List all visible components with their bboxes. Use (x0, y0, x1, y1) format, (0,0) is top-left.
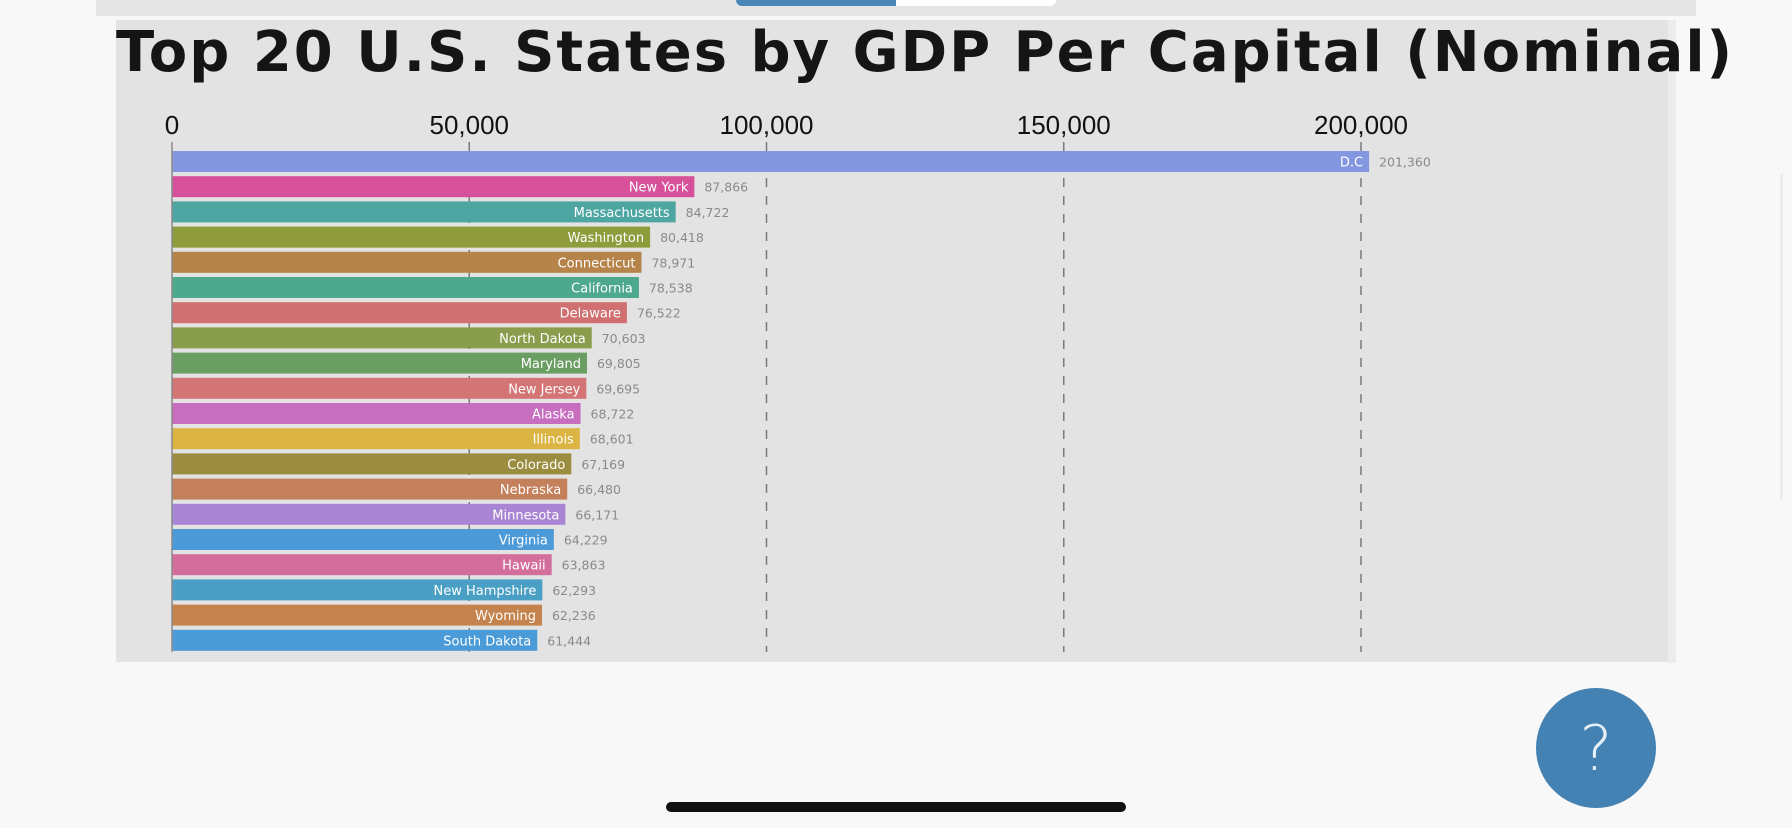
bar-value-label: 78,538 (649, 281, 693, 296)
bar[interactable] (172, 403, 581, 424)
help-icon: ? (1579, 711, 1613, 785)
bar[interactable] (172, 604, 542, 626)
bar[interactable] (172, 277, 639, 298)
bar[interactable] (172, 629, 538, 651)
bar[interactable] (172, 352, 587, 374)
bar-value-label: 70,603 (602, 331, 646, 346)
x-tick-label: 200,000 (1314, 110, 1408, 140)
bar-category-label: New Hampshire (434, 584, 537, 599)
bar-category-label: New York (629, 181, 689, 196)
bar-value-label: 62,293 (552, 583, 596, 598)
x-tick-label: 100,000 (720, 110, 814, 140)
top-toolbar-strip (96, 0, 1696, 16)
bar-category-label: D.C (1340, 156, 1363, 171)
bar-value-label: 87,866 (704, 180, 748, 195)
bar-value-label: 80,418 (660, 230, 704, 245)
home-indicator (666, 802, 1126, 812)
bar[interactable] (172, 176, 695, 198)
x-tick-label: 0 (165, 110, 179, 140)
bar-category-label: Virginia (499, 534, 548, 549)
help-button[interactable]: ? (1536, 688, 1656, 808)
bar-category-label: Massachusetts (574, 206, 670, 221)
bar-category-label: Wyoming (475, 609, 536, 624)
segment-right[interactable] (896, 0, 1056, 6)
bar-category-label: Connecticut (558, 256, 636, 271)
bar-value-label: 68,722 (591, 407, 635, 422)
bar[interactable] (172, 377, 587, 399)
bar-value-label: 76,522 (637, 306, 681, 321)
bar-category-label: Colorado (507, 458, 565, 473)
bar-value-label: 69,695 (596, 381, 640, 396)
bar-value-label: 78,971 (651, 255, 695, 270)
bar-value-label: 201,360 (1379, 155, 1431, 170)
bar-category-label: Hawaii (502, 559, 546, 574)
bar[interactable] (172, 302, 627, 324)
bar-value-label: 63,863 (562, 558, 606, 573)
bar-value-label: 68,601 (590, 432, 634, 447)
bar-category-label: South Dakota (443, 634, 531, 649)
bar[interactable] (172, 151, 1370, 172)
bar-value-label: 64,229 (564, 533, 608, 548)
x-tick-label: 50,000 (429, 110, 509, 140)
bar-category-label: Maryland (521, 357, 581, 372)
x-tick-label: 150,000 (1017, 110, 1111, 140)
segment-left[interactable] (736, 0, 896, 6)
bar[interactable] (172, 478, 568, 500)
bar-value-label: 69,805 (597, 356, 641, 371)
bar[interactable] (172, 579, 543, 601)
bar-category-label: New Jersey (508, 382, 580, 397)
bar[interactable] (172, 554, 552, 576)
bar-value-label: 66,480 (577, 482, 621, 497)
chart-title: Top 20 U.S. States by GDP Per Capital (N… (116, 20, 1735, 85)
bar[interactable] (172, 201, 676, 223)
bar-category-label: Illinois (533, 433, 574, 448)
bar-category-label: Delaware (560, 307, 621, 322)
scrollbar[interactable] (1780, 174, 1783, 500)
bar-value-label: 67,169 (581, 457, 625, 472)
bar[interactable] (172, 529, 554, 550)
bar[interactable] (172, 503, 566, 525)
bar[interactable] (172, 226, 651, 248)
bar[interactable] (172, 251, 642, 273)
segmented-control[interactable] (736, 0, 1056, 6)
bar-value-label: 62,236 (552, 608, 596, 623)
bar[interactable] (172, 428, 580, 450)
bar-category-label: Alaska (532, 408, 575, 423)
bar-category-label: Minnesota (492, 508, 559, 523)
bar-category-label: Nebraska (500, 483, 561, 498)
bar-value-label: 84,722 (686, 205, 730, 220)
bar-category-label: Washington (568, 231, 644, 246)
bar-category-label: California (571, 282, 633, 297)
bar[interactable] (172, 327, 592, 349)
bar-value-label: 61,444 (547, 633, 591, 648)
chart-panel-edge (1668, 20, 1676, 663)
bar[interactable] (172, 453, 572, 475)
bar-category-label: North Dakota (499, 332, 586, 347)
bar-value-label: 66,171 (575, 507, 619, 522)
